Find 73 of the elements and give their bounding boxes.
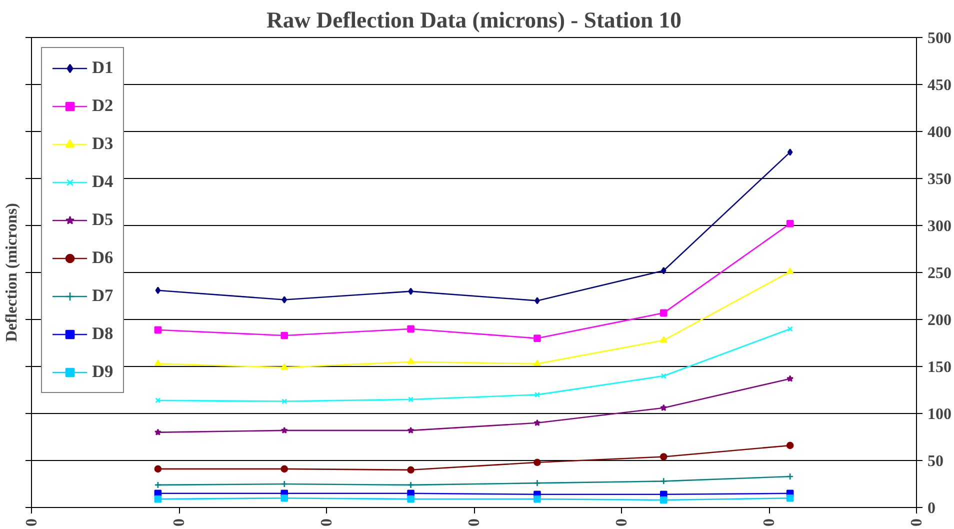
point	[660, 478, 668, 485]
point	[660, 373, 666, 379]
text: 0	[464, 518, 482, 526]
text: 0	[760, 518, 776, 526]
y-axis-title: Deflection (microns)	[4, 203, 20, 342]
point	[280, 332, 288, 340]
point	[155, 286, 161, 294]
point	[786, 442, 794, 450]
point	[786, 220, 794, 228]
point	[786, 494, 794, 502]
y-tick-label: 50	[928, 453, 944, 470]
legend-label: D3	[92, 134, 114, 154]
text: 0	[22, 518, 39, 526]
legend-label: D7	[92, 286, 114, 306]
point	[407, 325, 414, 333]
y-tick-label: 100	[928, 406, 952, 423]
chart-title: Raw Deflection Data (microns) - Station 10	[266, 8, 682, 32]
text: 0	[170, 518, 186, 526]
point	[282, 296, 288, 304]
y-tick-label: 150	[928, 359, 952, 376]
point	[407, 481, 414, 489]
point	[154, 428, 162, 436]
point	[407, 426, 414, 434]
legend-label: D1	[92, 58, 114, 78]
point	[660, 266, 666, 274]
point	[280, 465, 288, 473]
y-tick-label: 400	[928, 124, 952, 141]
point	[534, 297, 540, 304]
text: 0	[317, 518, 334, 526]
y-tick-label: 500	[928, 30, 952, 47]
point	[534, 419, 541, 426]
point	[660, 496, 668, 504]
point	[407, 495, 414, 503]
legend-label: D2	[92, 96, 114, 116]
legend-label: D8	[92, 324, 114, 344]
point	[660, 404, 668, 411]
point	[534, 479, 541, 487]
point	[154, 326, 162, 334]
y-tick-label: 350	[928, 171, 952, 188]
point	[407, 358, 414, 364]
y-tick-label: 300	[928, 218, 952, 235]
point	[534, 458, 541, 466]
y-tick-label: 250	[928, 265, 952, 282]
point	[282, 398, 288, 404]
legend-label: D9	[92, 362, 114, 382]
point	[154, 360, 162, 366]
point	[786, 375, 794, 382]
point	[534, 392, 540, 398]
point	[660, 453, 668, 460]
point	[154, 495, 162, 503]
legend-label: D4	[92, 172, 114, 192]
y-tick-label: 200	[928, 312, 952, 329]
point	[154, 465, 162, 473]
text: 0	[612, 518, 629, 526]
y-tick-label: 0	[928, 500, 936, 517]
legend-label: D5	[92, 210, 114, 230]
text: 0	[907, 518, 924, 526]
point	[280, 494, 288, 502]
point	[660, 309, 668, 317]
point	[534, 360, 541, 366]
point	[280, 426, 288, 434]
point	[280, 363, 288, 370]
y-tick-label: 450	[928, 77, 952, 94]
point	[280, 480, 288, 488]
legend-label: D6	[92, 248, 114, 268]
point	[534, 334, 541, 342]
point	[407, 466, 414, 474]
point	[408, 288, 414, 295]
point	[408, 396, 414, 402]
point	[786, 267, 794, 274]
point	[534, 495, 541, 503]
point	[660, 336, 668, 343]
point	[787, 148, 793, 156]
